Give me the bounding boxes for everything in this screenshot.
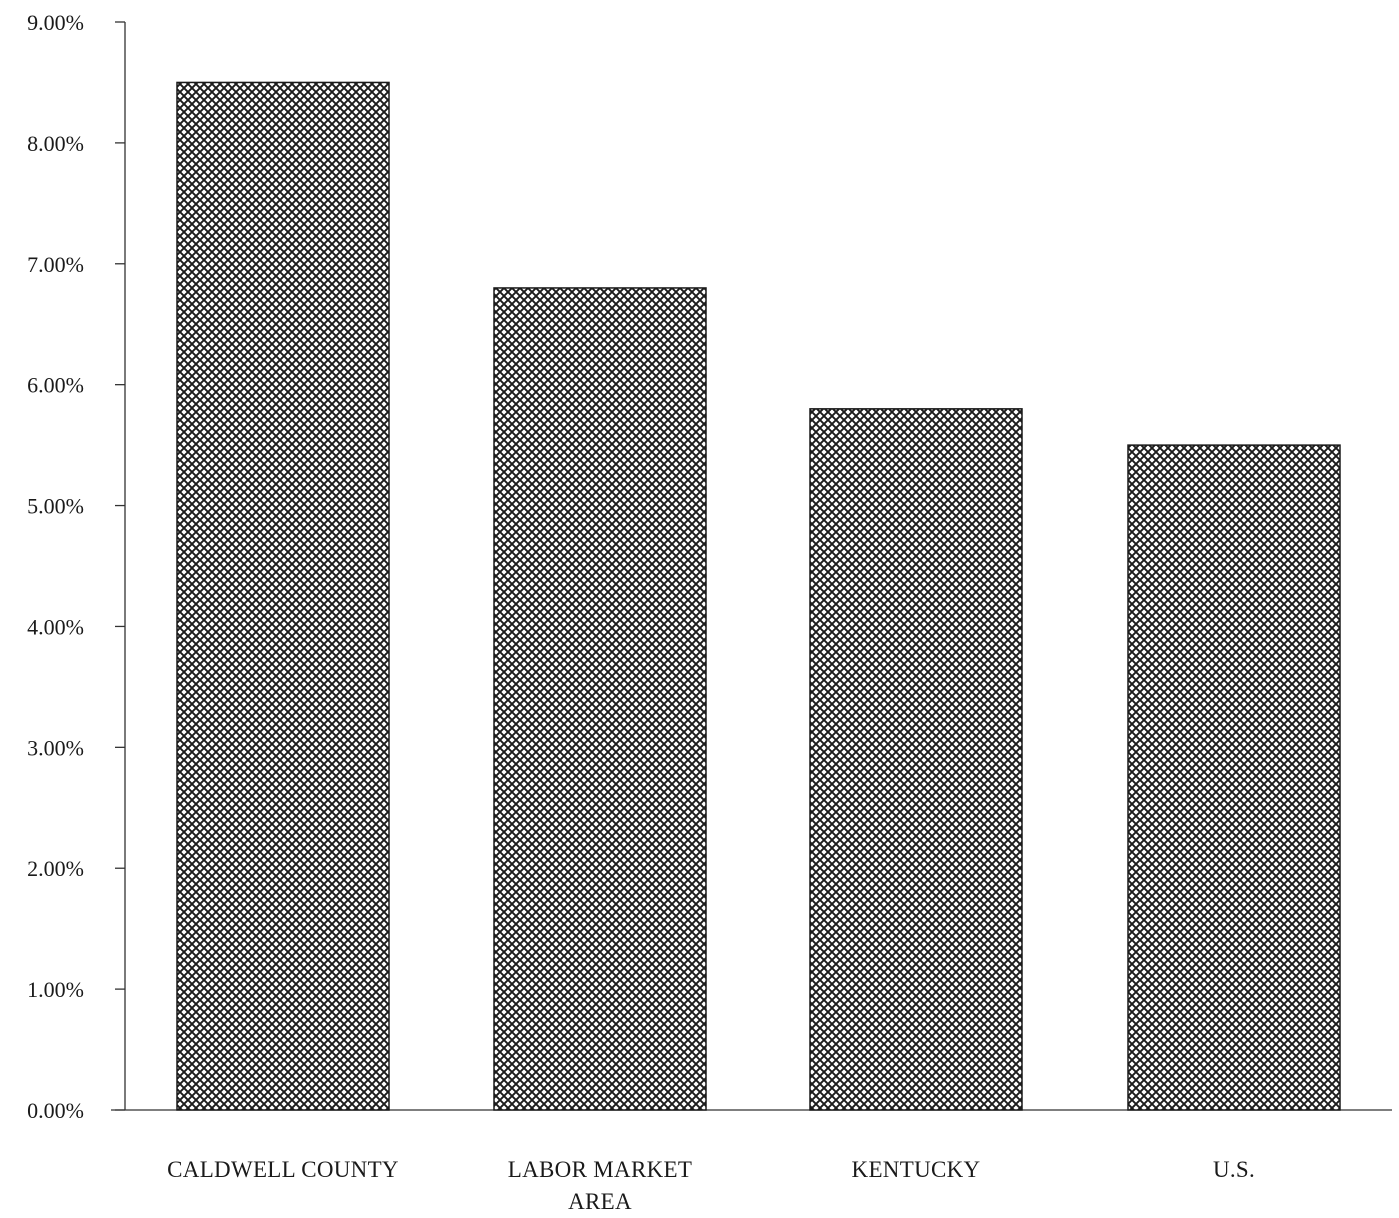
y-tick-label: 5.00% [27, 494, 84, 519]
y-tick-label: 9.00% [27, 10, 84, 35]
y-tick-label: 7.00% [27, 252, 84, 277]
bar [809, 408, 1023, 1111]
x-category-label: AREA [568, 1189, 632, 1213]
y-tick-label: 0.00% [27, 1098, 84, 1123]
x-category-label: KENTUCKY [852, 1157, 981, 1182]
x-category-label: LABOR MARKET [508, 1157, 692, 1182]
y-tick-label: 4.00% [27, 614, 84, 639]
y-tick-label: 1.00% [27, 977, 84, 1002]
bars [176, 81, 1341, 1111]
bar [176, 81, 390, 1111]
y-tick-label: 6.00% [27, 373, 84, 398]
x-axis-categories: CALDWELL COUNTY LABOR MARKET AREA KENTUCKY U… [167, 1157, 1255, 1214]
bar [1127, 444, 1341, 1111]
y-tick-label: 2.00% [27, 856, 84, 881]
y-tick-label: 8.00% [27, 131, 84, 156]
x-category-label: CALDWELL COUNTY [167, 1157, 399, 1182]
y-tick-label: 3.00% [27, 735, 84, 760]
x-category-label: U.S. [1213, 1157, 1255, 1182]
bar [493, 287, 707, 1111]
y-axis-ticks: 0.00% 1.00% 2.00% 3.00% 4.00% 5.00% 6.00% 7.00%… [27, 10, 125, 1123]
